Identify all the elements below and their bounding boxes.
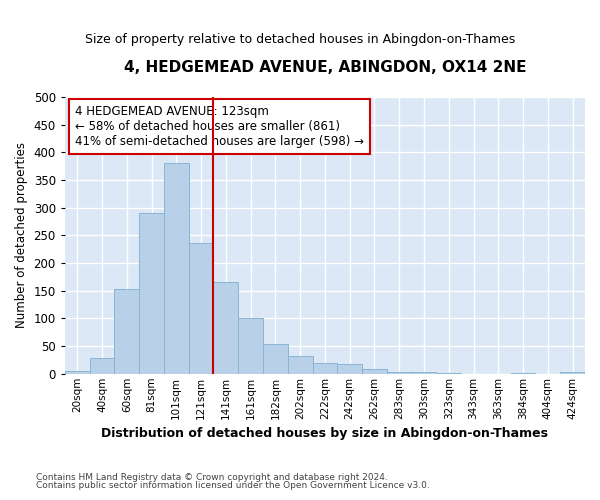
Bar [164, 164, 188, 374]
Bar [511, 373, 535, 374]
Title: 4, HEDGEMEAD AVENUE, ABINGDON, OX14 2NE: 4, HEDGEMEAD AVENUE, ABINGDON, OX14 2NE [124, 60, 526, 75]
Bar [387, 372, 412, 374]
X-axis label: Distribution of detached houses by size in Abingdon-on-Thames: Distribution of detached houses by size … [101, 427, 548, 440]
Bar [139, 213, 164, 374]
Text: Contains HM Land Registry data © Crown copyright and database right 2024.: Contains HM Land Registry data © Crown c… [36, 472, 388, 482]
Bar [436, 372, 461, 374]
Y-axis label: Number of detached properties: Number of detached properties [15, 142, 28, 328]
Bar [288, 356, 313, 374]
Bar [65, 371, 89, 374]
Bar [362, 370, 387, 374]
Bar [214, 282, 238, 374]
Bar [412, 372, 436, 374]
Bar [263, 344, 288, 374]
Bar [89, 358, 115, 374]
Text: 4 HEDGEMEAD AVENUE: 123sqm
← 58% of detached houses are smaller (861)
41% of sem: 4 HEDGEMEAD AVENUE: 123sqm ← 58% of deta… [75, 106, 364, 148]
Bar [337, 364, 362, 374]
Bar [238, 318, 263, 374]
Text: Contains public sector information licensed under the Open Government Licence v3: Contains public sector information licen… [36, 481, 430, 490]
Bar [188, 242, 214, 374]
Bar [560, 372, 585, 374]
Text: Size of property relative to detached houses in Abingdon-on-Thames: Size of property relative to detached ho… [85, 32, 515, 46]
Bar [313, 362, 337, 374]
Bar [115, 289, 139, 374]
